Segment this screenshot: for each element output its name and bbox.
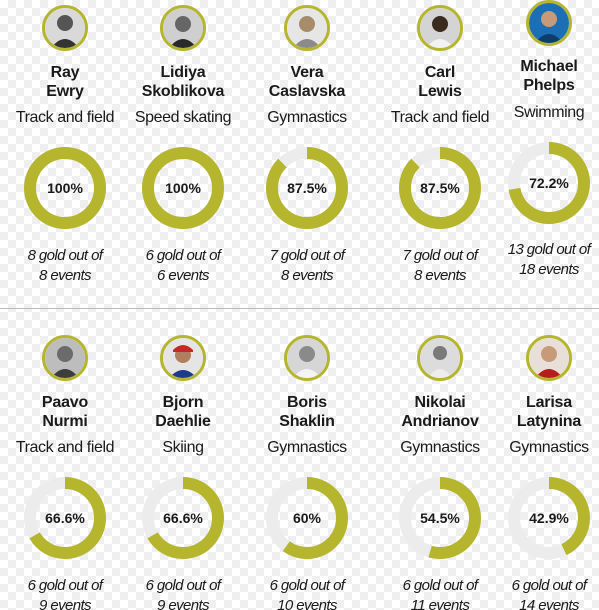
athlete-name: Bjorn Daehlie [155, 394, 211, 430]
athlete-sport: Track and field [390, 109, 490, 126]
athlete-sport: Track and field [15, 109, 115, 126]
donut-chart: 87.5% [266, 147, 348, 229]
athlete-sport: Track and field [15, 439, 115, 456]
donut-chart: 87.5% [399, 147, 481, 229]
athlete-sport: Gymnastics [400, 439, 480, 456]
donut-arc [399, 477, 481, 559]
gold-caption: 8 gold out of 8 events [27, 247, 103, 284]
donut-chart: 66.6% [24, 477, 106, 559]
athlete-photo-avatar [284, 5, 330, 51]
athlete-name: Lidiya Skoblikova [141, 64, 225, 100]
athlete-photo-avatar [526, 0, 572, 46]
athlete-sport: Gymnastics [267, 439, 347, 456]
gold-caption: 6 gold out of 10 events [269, 577, 345, 610]
athlete-sport: Gymnastics [267, 109, 347, 126]
athlete-photo-avatar [526, 335, 572, 381]
athletes-row-2: Paavo Nurmi Track and field 66.6% 6 gold… [0, 330, 599, 610]
donut-arc [142, 477, 224, 559]
athlete-name: Boris Shaklin [279, 394, 335, 430]
donut-chart: 42.9% [508, 477, 590, 559]
donut-chart: 66.6% [142, 477, 224, 559]
athlete-photo-avatar [42, 335, 88, 381]
donut-percent-label: 42.9% [529, 510, 569, 526]
donut-percent-label: 66.6% [163, 510, 203, 526]
athlete-sport: Swimming [513, 104, 585, 121]
athlete-photo-avatar [160, 5, 206, 51]
athlete-name: Michael Phelps [520, 58, 578, 94]
athlete-card-michael-phelps: Michael Phelps Swimming 72.2% 13 gold ou… [484, 0, 599, 290]
gold-caption: 6 gold out of 9 events [145, 577, 221, 610]
athlete-name: Ray Ewry [46, 64, 84, 100]
athlete-name: Carl Lewis [418, 64, 462, 100]
athlete-card-carl-lewis: Carl Lewis Track and field 87.5% 7 gold … [375, 0, 505, 290]
athletes-row-1: Ray Ewry Track and field 100% 8 gold out… [0, 0, 599, 300]
donut-arc [24, 147, 106, 229]
athlete-sport: Gymnastics [509, 439, 589, 456]
athlete-photo-avatar [284, 335, 330, 381]
gold-caption: 7 gold out of 8 events [269, 247, 345, 284]
athlete-name: Nikolai Andrianov [401, 394, 479, 430]
donut-chart: 54.5% [399, 477, 481, 559]
athlete-name: Paavo Nurmi [41, 394, 89, 430]
donut-chart: 60% [266, 477, 348, 559]
athlete-photo-avatar [42, 5, 88, 51]
gold-caption: 6 gold out of 14 events [511, 577, 587, 610]
donut-percent-label: 66.6% [45, 510, 85, 526]
athlete-sport: Skiing [162, 439, 204, 456]
gold-caption: 7 gold out of 8 events [402, 247, 478, 284]
athlete-photo-avatar [417, 5, 463, 51]
donut-chart: 100% [142, 147, 224, 229]
athlete-name: Vera Caslavska [268, 64, 346, 100]
donut-percent-label: 100% [47, 180, 83, 196]
donut-percent-label: 100% [165, 180, 201, 196]
donut-arc [399, 147, 481, 229]
donut-arc [24, 477, 106, 559]
donut-chart: 100% [24, 147, 106, 229]
athlete-name: Larisa Latynina [516, 394, 582, 430]
gold-caption: 6 gold out of 11 events [402, 577, 478, 610]
donut-arc [508, 477, 590, 559]
donut-percent-label: 87.5% [287, 180, 327, 196]
athlete-card-vera-caslavska: Vera Caslavska Gymnastics 87.5% 7 gold o… [242, 0, 372, 290]
donut-chart: 72.2% [508, 142, 590, 224]
donut-percent-label: 87.5% [420, 180, 460, 196]
donut-arc [266, 477, 348, 559]
athlete-card-nikolai-andrianov: Nikolai Andrianov Gymnastics 54.5% 6 gol… [375, 330, 505, 610]
athlete-card-bjorn-daehlie: Bjorn Daehlie Skiing 66.6% 6 gold out of… [118, 330, 248, 610]
donut-arc [266, 147, 348, 229]
athlete-sport: Speed skating [134, 109, 232, 126]
athlete-card-lidiya-skoblikova: Lidiya Skoblikova Speed skating 100% 6 g… [118, 0, 248, 290]
athlete-photo-avatar [417, 335, 463, 381]
donut-percent-label: 72.2% [529, 175, 569, 191]
gold-caption: 6 gold out of 6 events [145, 247, 221, 284]
gold-caption: 13 gold out of 18 events [507, 241, 591, 278]
gold-caption: 6 gold out of 9 events [27, 577, 103, 610]
donut-percent-label: 54.5% [420, 510, 460, 526]
athlete-card-larisa-latynina: Larisa Latynina Gymnastics 42.9% 6 gold … [484, 330, 599, 610]
athlete-card-boris-shaklin: Boris Shaklin Gymnastics 60% 6 gold out … [242, 330, 372, 610]
donut-percent-label: 60% [293, 510, 322, 526]
athlete-card-paavo-nurmi: Paavo Nurmi Track and field 66.6% 6 gold… [0, 330, 130, 610]
donut-arc [142, 147, 224, 229]
row-divider [0, 308, 599, 309]
athlete-card-ray-ewry: Ray Ewry Track and field 100% 8 gold out… [0, 0, 130, 290]
athlete-photo-avatar [160, 335, 206, 381]
donut-arc [508, 142, 590, 224]
